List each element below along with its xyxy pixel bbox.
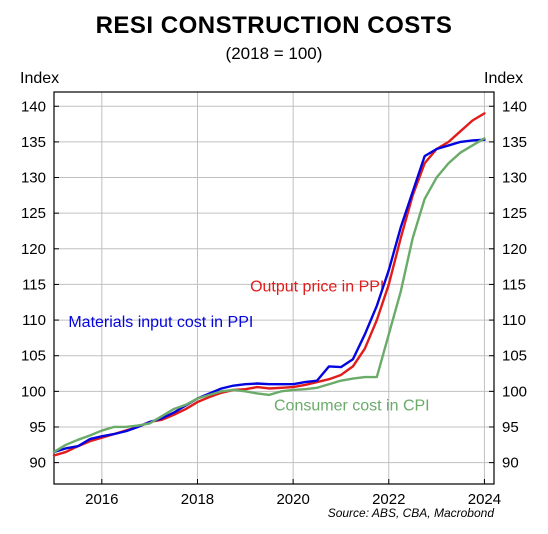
y-tick-label-left: 110	[22, 312, 46, 329]
series-label: Materials input cost in PPI	[68, 314, 253, 331]
chart-title: RESI CONSTRUCTION COSTS	[0, 12, 548, 40]
y-tick-label-left: 120	[21, 241, 46, 258]
y-tick-label-left: 115	[22, 276, 46, 293]
y-tick-label-right: 105	[502, 348, 527, 365]
y-tick-label-right: 130	[502, 170, 527, 187]
y-tick-label-right: 100	[502, 383, 527, 400]
y-tick-label-left: 140	[21, 98, 46, 115]
y-tick-label-right: 120	[502, 241, 527, 258]
series-label: Output price in PPI	[250, 279, 384, 296]
y-tick-label-right: 115	[502, 276, 526, 293]
y-tick-label-left: 125	[21, 205, 46, 222]
y-tick-label-right: 140	[502, 98, 527, 115]
y-tick-label-right: 90	[502, 455, 519, 472]
y-tick-label-right: 125	[502, 205, 527, 222]
y-tick-label-left: 135	[21, 134, 46, 151]
chart-container: RESI CONSTRUCTION COSTS (2018 = 100) Ind…	[0, 0, 548, 528]
plot-area: 9090959510010010510511011011511512012012…	[54, 92, 494, 484]
y-tick-label-right: 95	[502, 419, 519, 436]
source-attribution: Source: ABS, CBA, Macrobond	[54, 506, 494, 520]
y-tick-label-left: 90	[29, 455, 46, 472]
series-label: Consumer cost in CPI	[274, 398, 430, 415]
y-tick-label-left: 100	[21, 383, 46, 400]
y-tick-label-left: 130	[21, 170, 46, 187]
y-tick-label-left: 95	[29, 419, 46, 436]
y-tick-label-left: 105	[21, 348, 46, 365]
y-tick-label-right: 135	[502, 134, 527, 151]
y-tick-label-right: 110	[502, 312, 526, 329]
